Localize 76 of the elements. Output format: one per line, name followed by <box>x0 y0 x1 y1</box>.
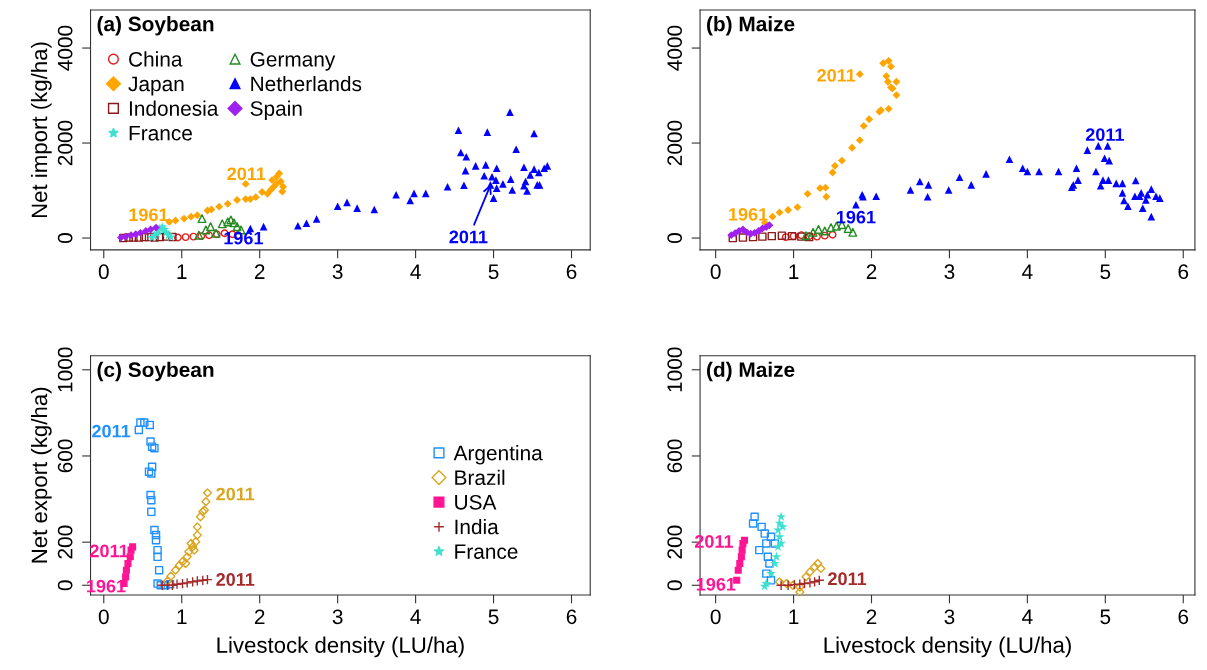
annotation: 1961 <box>129 208 169 222</box>
annotation: 1961 <box>696 577 736 591</box>
legend-label: India <box>455 518 499 535</box>
x-tick-label: 3 <box>332 609 343 625</box>
x-tick-label: 4 <box>1022 609 1033 624</box>
x-tick-label: 0 <box>98 609 109 625</box>
x-tick-label: 2 <box>866 264 877 279</box>
x-tick-label: 3 <box>944 609 955 625</box>
x-tick-label: 0 <box>710 264 721 280</box>
x-tick-label: 1 <box>789 264 799 279</box>
x-axis-title: Livestock density (LU/ha) <box>824 636 1071 658</box>
legend-label: Brazil <box>455 469 505 486</box>
chart-title: (d) Maize <box>707 361 795 382</box>
x-tick-label: 6 <box>1178 609 1189 625</box>
y-tick-label: 600 <box>667 439 683 473</box>
x-tick-label: 5 <box>488 609 499 625</box>
annotation: 1961 <box>836 210 876 224</box>
x-tick-label: 3 <box>332 264 343 280</box>
legend-label: Germany <box>250 51 336 71</box>
y-tick-label: 2000 <box>667 120 683 166</box>
chart-title: (a) Soybean <box>97 16 214 36</box>
y-tick-label: 4000 <box>667 25 683 71</box>
legend-label: France <box>455 544 518 559</box>
x-tick-label: 4 <box>1022 264 1033 279</box>
x-tick-label: 2 <box>254 609 265 624</box>
y-tick-label: 0 <box>57 233 73 244</box>
x-tick-label: 5 <box>488 264 499 280</box>
x-tick-label: 1 <box>177 609 187 624</box>
chart-title: (b) Maize <box>707 16 795 36</box>
x-tick-label: 5 <box>1100 264 1111 280</box>
y-axis-title: Net export (kg/ha) <box>30 387 52 563</box>
annotation: 1961 <box>224 231 263 245</box>
legend-label: France <box>129 125 192 141</box>
x-tick-label: 2 <box>254 264 265 279</box>
annotation: 2011 <box>694 535 734 548</box>
y-tick-label: 0 <box>667 580 683 591</box>
y-tick-label: 4000 <box>57 25 73 71</box>
annotation: 2011 <box>1085 128 1124 142</box>
legend-label: Netherlands <box>251 75 362 92</box>
x-tick-label: 2 <box>866 609 877 624</box>
annotation: 2011 <box>227 167 266 181</box>
x-tick-label: 3 <box>944 264 955 280</box>
x-tick-label: 6 <box>566 609 577 625</box>
y-tick-label: 200 <box>667 525 683 559</box>
annotation: 1961 <box>729 207 768 221</box>
x-tick-label: 4 <box>410 609 421 624</box>
y-tick-label: 200 <box>57 525 73 559</box>
y-tick-label: 1000 <box>667 347 683 392</box>
annotation: 2011 <box>449 230 488 244</box>
x-tick-label: 4 <box>410 264 421 279</box>
annotation: 2011 <box>828 572 867 586</box>
legend-label: Indonesia <box>129 100 219 116</box>
x-tick-label: 6 <box>1178 264 1189 280</box>
annotation: 2011 <box>92 424 131 438</box>
y-axis-title: Net import (kg/ha) <box>30 42 52 218</box>
y-tick-label: 0 <box>57 580 73 591</box>
x-tick-label: 5 <box>1100 609 1111 625</box>
y-tick-label: 600 <box>57 439 73 473</box>
x-tick-label: 0 <box>710 609 721 625</box>
x-axis-title: Livestock density (LU/ha) <box>217 636 464 658</box>
x-tick-label: 0 <box>98 264 109 280</box>
y-tick-label: 1000 <box>57 347 73 392</box>
legend-label: Japan <box>128 76 184 96</box>
legend-label: Argentina <box>453 445 543 465</box>
legend-label: USA <box>455 494 497 510</box>
legend-label: Spain <box>250 100 302 121</box>
annotation: 2011 <box>817 69 856 82</box>
legend-label: China <box>129 51 183 67</box>
y-tick-label: 2000 <box>57 120 73 166</box>
x-tick-label: 1 <box>789 609 799 624</box>
annotation: 2011 <box>216 487 255 501</box>
chart-title: (c) Soybean <box>97 361 214 382</box>
x-tick-label: 6 <box>566 264 577 280</box>
x-tick-label: 1 <box>177 264 187 279</box>
y-tick-label: 0 <box>667 233 683 244</box>
annotation: 2011 <box>216 573 255 586</box>
